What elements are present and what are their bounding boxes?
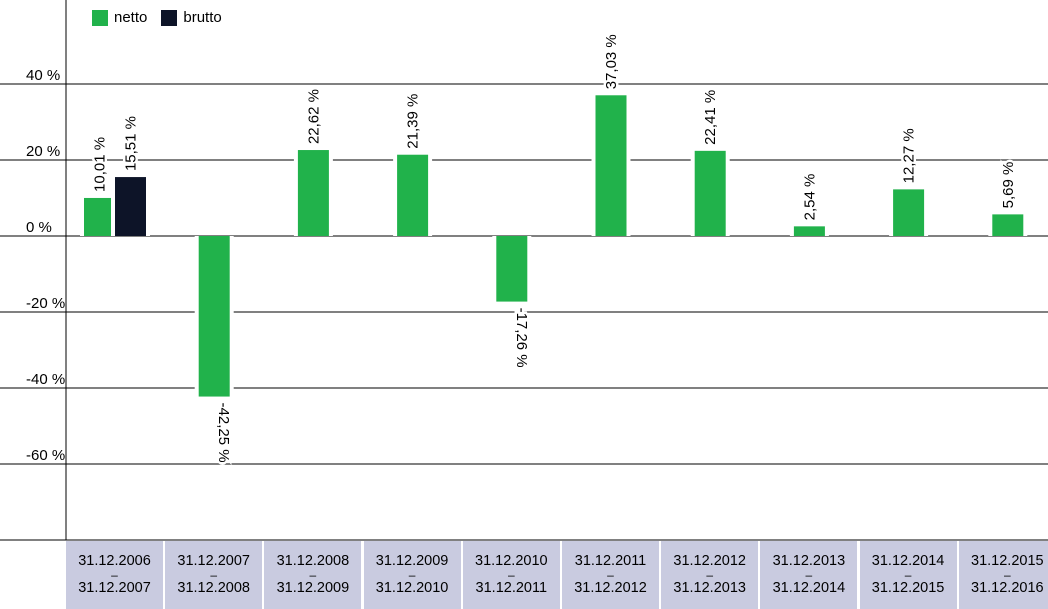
x-category-0: 31.12.2006–31.12.2007 [66,541,163,609]
bar-netto-9 [992,214,1024,236]
legend-item-netto: netto [92,9,147,26]
bar-netto-7 [793,226,825,236]
x-category-start-1: 31.12.2007 [177,553,250,569]
data-label-netto-3: 21,39 % [405,94,422,149]
x-category-start-6: 31.12.2012 [673,553,746,569]
y-tick-label--20: -20 % [26,295,65,312]
x-category-separator-2: – [309,568,317,582]
y-tick-label--40: -40 % [26,371,65,388]
legend-swatch-netto [92,9,108,26]
x-category-end-1: 31.12.2008 [177,580,250,596]
x-category-end-7: 31.12.2014 [772,580,846,596]
x-category-start-7: 31.12.2013 [772,553,846,569]
x-category-separator-1: – [210,568,218,582]
x-category-start-4: 31.12.2010 [475,553,548,569]
x-category-separator-6: – [706,568,714,582]
x-category-start-8: 31.12.2014 [871,553,945,569]
bar-netto-3 [397,154,429,236]
x-category-end-2: 31.12.2009 [276,580,350,596]
x-category-separator-0: – [111,568,118,582]
data-label-netto-4: -17,26 % [513,308,530,368]
data-label-netto-7: 2,54 % [801,174,818,221]
y-tick-label-20: 20 % [26,143,60,160]
legend-label-netto: netto [114,9,148,26]
x-category-5: 31.12.2011–31.12.2012 [562,541,659,609]
data-label-netto-9: 5,69 % [1000,162,1017,209]
data-label-netto-6: 22,41 % [702,90,719,145]
bar-netto-1 [198,236,230,397]
y-tick-label--60: -60 % [26,447,65,464]
x-category-separator-9: – [1003,568,1011,582]
data-label-netto-2: 22,62 % [305,89,322,144]
data-label-netto-8: 12,27 % [901,128,918,183]
legend-label-brutto: brutto [183,9,222,26]
y-tick-label-0: 0 % [26,219,52,236]
x-category-end-3: 31.12.2010 [375,580,449,596]
x-category-separator-4: – [507,568,515,582]
x-category-end-5: 31.12.2012 [574,580,647,596]
bar-brutto-0 [115,177,146,236]
x-category-separator-3: – [408,568,416,582]
x-category-4: 31.12.2010–31.12.2011 [462,541,560,609]
x-category-start-2: 31.12.2008 [276,553,350,569]
x-category-3: 31.12.2009–31.12.2010 [363,541,461,609]
bar-netto-0 [84,197,115,236]
x-category-6: 31.12.2012–31.12.2013 [661,541,759,609]
bar-netto-5 [595,95,627,236]
x-category-separator-8: – [904,568,912,582]
x-category-start-3: 31.12.2009 [375,553,449,569]
data-label-brutto-0: 15,51 % [123,116,140,171]
x-category-start-5: 31.12.2011 [574,553,647,569]
chart-legend: netto brutto [92,9,236,26]
x-category-end-8: 31.12.2015 [871,580,945,596]
data-label-netto-0: 10,01 % [92,137,109,192]
x-category-end-4: 31.12.2011 [475,580,548,596]
legend-item-brutto: brutto [161,9,222,26]
x-category-end-9: 31.12.2016 [971,580,1044,596]
bar-netto-4 [496,236,528,302]
data-label-netto-5: 37,03 % [603,34,620,89]
bar-netto-2 [297,150,329,236]
x-category-1: 31.12.2007–31.12.2008 [165,541,263,609]
x-category-8: 31.12.2014–31.12.2015 [859,541,957,609]
legend-swatch-brutto [161,9,178,26]
x-category-7: 31.12.2013–31.12.2014 [760,541,858,609]
bar-netto-8 [893,189,925,236]
x-category-start-0: 31.12.2006 [78,553,151,569]
x-category-2: 31.12.2008–31.12.2009 [264,541,362,609]
x-category-separator-5: – [607,568,614,582]
bar-netto-6 [694,150,726,236]
x-category-end-6: 31.12.2013 [673,580,746,596]
data-label-netto-1: -42,25 % [215,403,232,463]
x-category-separator-7: – [805,568,813,582]
x-category-9: 31.12.2015–31.12.2016 [958,541,1048,609]
x-category-end-0: 31.12.2007 [78,580,151,596]
x-category-start-9: 31.12.2015 [971,553,1044,569]
y-tick-label-40: 40 % [26,67,60,84]
